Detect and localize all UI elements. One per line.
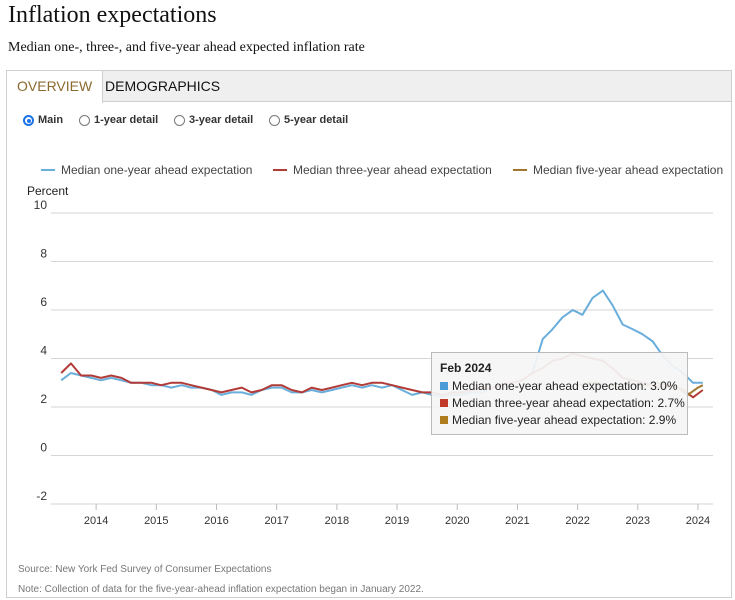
radio-1-year-detail[interactable]: 1-year detail — [79, 114, 158, 126]
tooltip-row-text: Median one-year ahead expectation: 3.0% — [452, 379, 678, 393]
y-tick-label: 2 — [40, 392, 47, 406]
legend-item-three-year[interactable]: Median three-year ahead expectation — [273, 163, 492, 177]
legend-label: Median three-year ahead expectation — [293, 163, 492, 177]
x-tick-label: 2015 — [144, 515, 168, 527]
data-tooltip: Feb 2024 Median one-year ahead expectati… — [431, 352, 688, 435]
tab-demographics[interactable]: DEMOGRAPHICS — [105, 78, 221, 94]
tooltip-row-text: Median five-year ahead expectation: 2.9% — [452, 413, 677, 427]
x-tick-label: 2022 — [565, 515, 589, 527]
radio-unchecked-icon — [79, 115, 90, 126]
y-tick-label: 10 — [34, 198, 48, 212]
page-subtitle: Median one-, three-, and five-year ahead… — [8, 40, 365, 55]
footnote: Note: Collection of data for the five-ye… — [18, 584, 424, 595]
y-tick-label: 0 — [40, 441, 47, 455]
legend-label: Median five-year ahead expectation — [533, 163, 724, 177]
y-tick-labels: 10 8 6 4 2 0 -2 — [34, 198, 48, 503]
page-title: Inflation expectations — [8, 2, 217, 28]
x-tick-label: 2020 — [445, 515, 469, 527]
x-tick-label: 2023 — [626, 515, 650, 527]
x-tick-label: 2018 — [325, 515, 349, 527]
radio-main[interactable]: Main — [23, 114, 63, 126]
legend-swatch-five-year — [513, 169, 527, 171]
y-tick-label: 8 — [40, 247, 47, 261]
tooltip-row-one-year: Median one-year ahead expectation: 3.0% — [440, 379, 687, 393]
radio-5-year-detail[interactable]: 5-year detail — [269, 114, 348, 126]
tab-overview[interactable]: OVERVIEW — [7, 71, 104, 103]
radio-label: 5-year detail — [284, 114, 349, 126]
source-note: Source: New York Fed Survey of Consumer … — [18, 564, 272, 575]
x-tick-label: 2019 — [385, 515, 409, 527]
grid-lines — [51, 212, 713, 505]
radio-unchecked-icon — [269, 115, 280, 126]
radio-label: 3-year detail — [189, 114, 254, 126]
x-tick-label: 2024 — [686, 515, 710, 527]
radio-label: 1-year detail — [94, 114, 159, 126]
series-line-one-year[interactable] — [60, 289, 703, 399]
x-tick-label: 2014 — [84, 515, 108, 527]
tooltip-row-three-year: Median three-year ahead expectation: 2.7… — [440, 396, 687, 410]
y-tick-label: -2 — [36, 489, 47, 503]
tab-bar: OVERVIEW DEMOGRAPHICS — [7, 71, 731, 103]
square-icon — [440, 382, 448, 390]
legend-swatch-three-year — [273, 169, 287, 171]
legend-swatch-one-year — [41, 169, 55, 171]
x-tick-labels: 2014 2015 2016 2017 2018 2019 2020 2021 2022 2023… — [84, 504, 710, 527]
legend-label: Median one-year ahead expectation — [61, 163, 253, 177]
tooltip-row-five-year: Median five-year ahead expectation: 2.9% — [440, 413, 687, 427]
tooltip-title: Feb 2024 — [440, 361, 492, 375]
y-tick-label: 6 — [40, 295, 47, 309]
radio-unchecked-icon — [174, 115, 185, 126]
x-tick-label: 2017 — [264, 515, 288, 527]
radio-checked-icon — [23, 115, 34, 126]
legend-item-one-year[interactable]: Median one-year ahead expectation — [41, 163, 252, 177]
tooltip-row-text: Median three-year ahead expectation: 2.7… — [452, 396, 685, 410]
chart-panel: OVERVIEW DEMOGRAPHICS Main 1-year detail… — [6, 70, 732, 598]
radio-label: Main — [38, 114, 64, 126]
y-tick-label: 4 — [40, 344, 47, 358]
x-tick-label: 2021 — [505, 515, 529, 527]
radio-3-year-detail[interactable]: 3-year detail — [174, 114, 253, 126]
square-icon — [440, 399, 448, 407]
y-axis-label: Percent — [27, 184, 69, 198]
x-tick-label: 2016 — [204, 515, 228, 527]
square-icon — [440, 416, 448, 424]
legend-item-five-year[interactable]: Median five-year ahead expectation — [513, 163, 723, 177]
